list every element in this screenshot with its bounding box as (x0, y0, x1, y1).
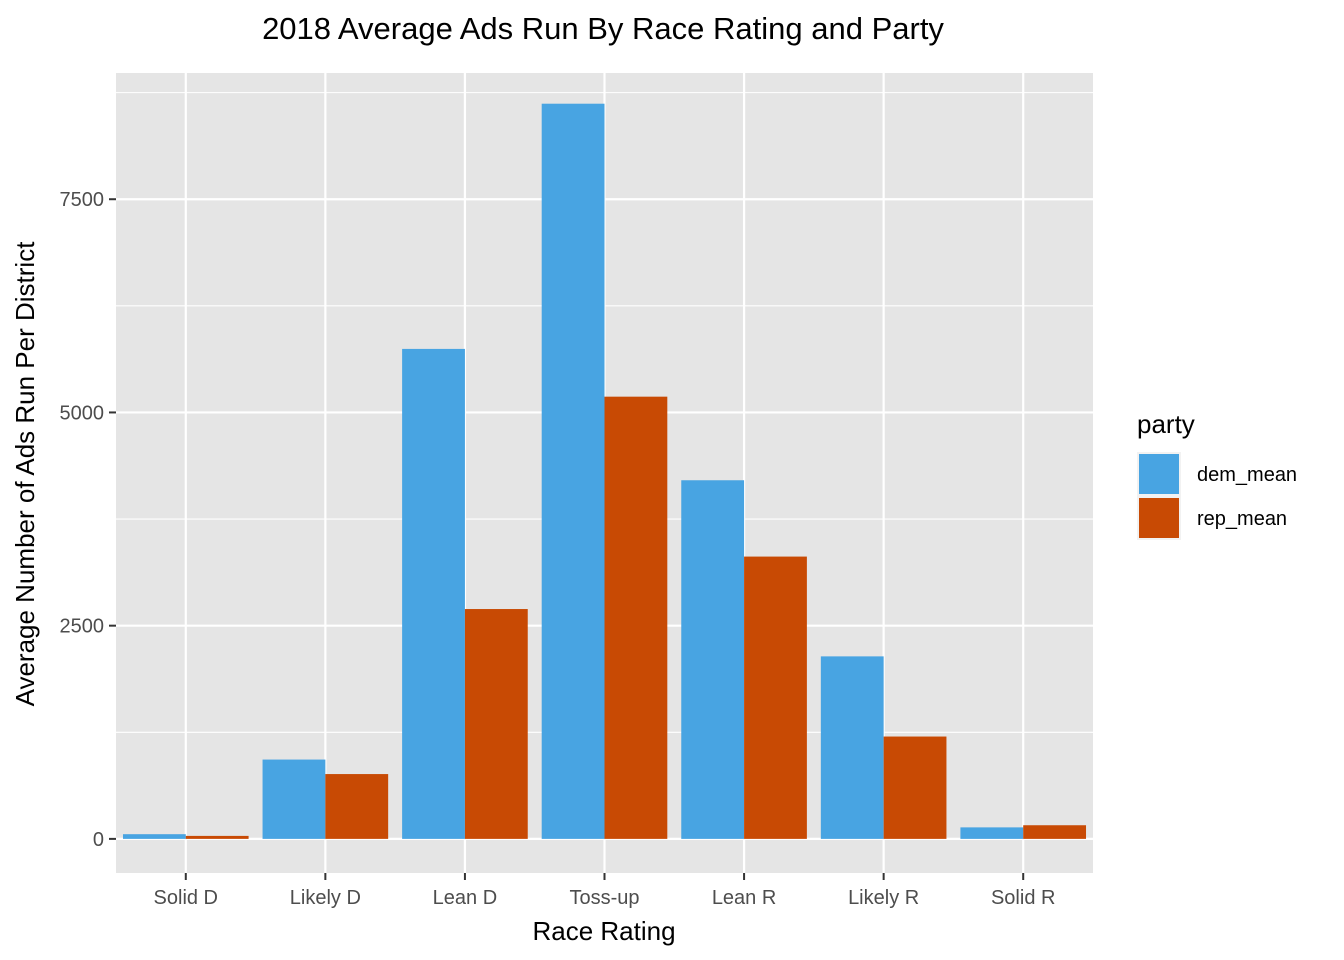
x-tick-label: Likely R (848, 887, 919, 909)
legend-swatch-rep_mean (1139, 498, 1179, 538)
y-tick-label: 2500 (60, 616, 105, 638)
legend-label-rep_mean: rep_mean (1197, 508, 1287, 530)
plot-panel (116, 73, 1093, 873)
bar-rep_mean-lean-d (464, 609, 528, 839)
bar-rep_mean-likely-d (325, 774, 389, 839)
x-tick-label: Solid R (991, 887, 1055, 909)
bar-dem_mean-lean-r (681, 480, 745, 839)
chart-title: 2018 Average Ads Run By Race Rating and … (262, 11, 944, 46)
bar-dem_mean-solid-r (960, 827, 1024, 839)
bar-rep_mean-likely-r (883, 736, 947, 839)
legend-swatch-dem_mean (1139, 454, 1179, 494)
bar-rep_mean-solid-d (185, 835, 249, 839)
y-tick-label: 5000 (60, 402, 105, 424)
bar-dem_mean-lean-d (402, 348, 465, 839)
bar-rep_mean-toss-up (604, 396, 668, 839)
x-tick-label: Likely D (290, 887, 361, 909)
x-tick-label: Lean R (712, 887, 777, 909)
bar-rep_mean-lean-r (744, 556, 807, 839)
x-tick-label: Solid D (154, 887, 218, 909)
bar-dem_mean-likely-d (262, 759, 326, 839)
y-axis-title: Average Number of Ads Run Per District (10, 241, 40, 707)
y-tick-label: 7500 (60, 189, 105, 211)
legend-label-dem_mean: dem_mean (1197, 464, 1297, 486)
bar-dem_mean-solid-d (122, 834, 186, 839)
x-tick-label: Lean D (433, 887, 498, 909)
bar-dem_mean-toss-up (541, 103, 605, 839)
legend: party dem_mean rep_mean (1137, 409, 1297, 540)
x-axis-title: Race Rating (532, 916, 675, 946)
legend-title: party (1137, 409, 1195, 439)
x-tick-label: Toss-up (569, 887, 639, 909)
bar-rep_mean-solid-r (1023, 825, 1087, 839)
y-tick-label: 0 (93, 829, 104, 851)
bar-dem_mean-likely-r (820, 656, 884, 839)
